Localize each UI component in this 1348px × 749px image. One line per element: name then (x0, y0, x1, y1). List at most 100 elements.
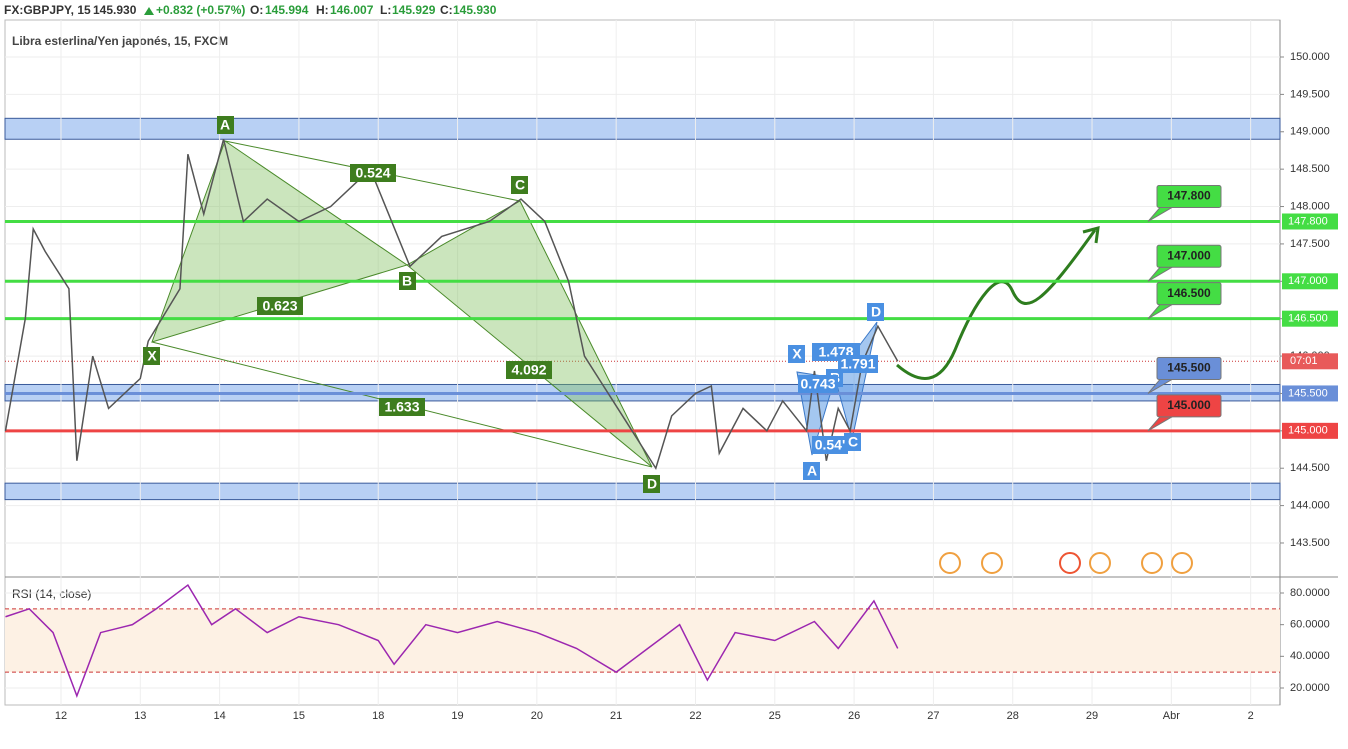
change: +0.832 (+0.57%) (156, 3, 245, 17)
x-tick-label: 21 (610, 710, 622, 722)
pattern-shapes (151, 140, 1100, 468)
pattern-ratio: 0.524 (355, 165, 390, 181)
pattern-label: B (402, 273, 412, 289)
o: 145.994 (265, 3, 309, 17)
x-tick-label: 2 (1248, 710, 1254, 722)
zone (4, 482, 1281, 501)
price: 145.930 (93, 3, 137, 17)
level-axis-box (1282, 213, 1338, 230)
level-callout (1156, 394, 1222, 418)
current-price-label: 07:01 (1290, 355, 1318, 367)
y-tick-label: 149.500 (1290, 88, 1330, 100)
event-icon[interactable] (1171, 552, 1193, 574)
y-tick-label: 148.500 (1290, 163, 1330, 175)
label-box (217, 116, 234, 134)
level-axis-label: 146.500 (1288, 313, 1328, 325)
pattern-label: D (647, 476, 657, 492)
x-tick-label: 14 (213, 710, 225, 722)
label-box (643, 475, 660, 493)
event-icon[interactable] (939, 552, 961, 574)
level-callout-label: 147.800 (1167, 189, 1211, 203)
zone (4, 117, 1281, 140)
h-label: H: (316, 3, 329, 17)
level-callout-label: 146.500 (1167, 286, 1211, 300)
x-tick-label: 29 (1086, 710, 1098, 722)
y-tick-label: 143.500 (1290, 537, 1330, 549)
y-tick-label: 144.500 (1290, 462, 1330, 474)
x-tick-label: 26 (848, 710, 860, 722)
level-callout (1156, 244, 1222, 268)
y-tick-label: 40.0000 (1290, 650, 1330, 662)
c: 145.930 (453, 3, 497, 17)
series-line (5, 583, 899, 699)
label-box (867, 303, 884, 321)
y-tick-label: 150.000 (1290, 51, 1330, 63)
label-box (798, 375, 838, 393)
chart-title: Libra esterlina/Yen japonés, 15, FXCM (12, 34, 228, 48)
level-callout (1156, 184, 1222, 208)
header: FX:GBPJPY, 15 145.930 +0.832 (+0.57%) O:… (4, 3, 497, 17)
y-tick-label: 147.500 (1290, 238, 1330, 250)
current-price-box (1282, 353, 1338, 370)
level-axis-label: 147.000 (1288, 275, 1328, 287)
x-tick-label: Abr (1163, 710, 1180, 722)
level-callout (1156, 282, 1222, 306)
level-axis-box (1282, 422, 1338, 439)
pattern-ratio: 0.743 (800, 376, 835, 392)
label-box (812, 436, 848, 454)
level-axis-label: 147.800 (1288, 215, 1328, 227)
up-icon (144, 7, 154, 15)
level-axis-box (1282, 273, 1338, 290)
label-box (803, 462, 820, 480)
x-tick-label: 19 (451, 710, 463, 722)
level-callout-label: 145.500 (1167, 361, 1211, 375)
forecast-arrow (1082, 225, 1100, 244)
event-icon[interactable] (1089, 552, 1111, 574)
label-box (257, 297, 303, 315)
label-box (844, 433, 861, 451)
l-label: L: (380, 3, 391, 17)
pattern-label: D (871, 304, 881, 320)
label-box (506, 361, 552, 379)
label-box (379, 398, 425, 416)
label-box (788, 345, 805, 363)
pattern-label: A (807, 463, 817, 479)
pattern-label: C (515, 177, 525, 193)
pattern-ratio: 4.092 (511, 362, 546, 378)
pattern-ratio: 0.54' (815, 437, 846, 453)
event-icon[interactable] (1141, 552, 1163, 574)
x-tick-label: 27 (927, 710, 939, 722)
o-label: O: (250, 3, 263, 17)
series-layer (4, 139, 1280, 699)
level-callout-label: 145.000 (1167, 398, 1211, 412)
x-tick-label: 28 (1007, 710, 1019, 722)
y-tick-label: 149.000 (1290, 126, 1330, 138)
level-callout (1156, 356, 1222, 380)
pattern-label: X (147, 348, 157, 364)
y-tick-label: 60.0000 (1290, 619, 1330, 631)
level-axis-box (1282, 310, 1338, 327)
rsi-band (5, 608, 1280, 673)
level-axis-label: 145.500 (1288, 387, 1328, 399)
y-tick-label: 148.000 (1290, 200, 1330, 212)
pattern-ratio: 1.633 (384, 399, 419, 415)
label-box (511, 176, 528, 194)
forecast-path (896, 229, 1097, 380)
event-icon[interactable] (981, 552, 1003, 574)
l: 145.929 (392, 3, 436, 17)
pattern-label: X (792, 346, 802, 362)
pattern-ratio: 1.791 (840, 356, 875, 372)
y-tick-label: 80.0000 (1290, 587, 1330, 599)
pattern-label: A (220, 117, 230, 133)
rsi-title: RSI (14, close) (12, 587, 91, 601)
event-icon[interactable] (1059, 552, 1081, 574)
label-box (143, 347, 160, 365)
x-tick-label: 13 (134, 710, 146, 722)
level-axis-box (1282, 385, 1338, 402)
pattern-label: C (848, 434, 858, 450)
label-box (399, 272, 416, 290)
x-tick-label: 22 (689, 710, 701, 722)
x-tick-label: 12 (55, 710, 67, 722)
y-tick-label: 144.000 (1290, 500, 1330, 512)
